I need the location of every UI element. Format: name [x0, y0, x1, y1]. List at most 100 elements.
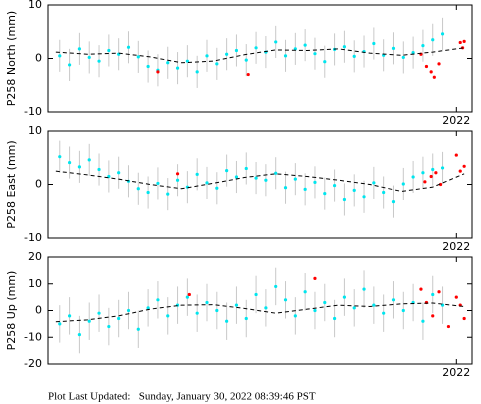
- data-point: [352, 188, 356, 192]
- data-point: [429, 70, 433, 74]
- data-point: [87, 55, 91, 60]
- data-point: [362, 287, 366, 291]
- data-point: [423, 180, 427, 184]
- data-point: [67, 314, 72, 318]
- data-point: [372, 303, 376, 307]
- data-point: [419, 287, 423, 291]
- y-tick-label: -10: [24, 330, 42, 343]
- data-point: [195, 172, 199, 176]
- plot-frame: [47, 4, 473, 113]
- data-point: [458, 169, 462, 173]
- data-point: [126, 45, 131, 49]
- trend-line: [55, 170, 465, 192]
- data-point: [293, 47, 297, 51]
- data-point: [431, 314, 435, 318]
- trend-line: [55, 47, 465, 64]
- y-tick-label: -10: [24, 105, 42, 118]
- data-point: [77, 165, 82, 169]
- data-point: [274, 171, 278, 175]
- data-point: [462, 164, 466, 168]
- data-point: [323, 191, 327, 196]
- x-tick-label: 2022: [442, 366, 470, 379]
- data-point: [187, 292, 191, 297]
- data-point: [421, 171, 425, 175]
- data-point: [225, 319, 229, 323]
- trend-line: [55, 302, 465, 323]
- data-point: [126, 308, 131, 313]
- data-point: [372, 181, 376, 185]
- data-point: [234, 303, 239, 307]
- data-point: [175, 66, 180, 70]
- data-point: [323, 300, 327, 305]
- data-point: [225, 168, 229, 173]
- y-tick-label: 10: [28, 0, 42, 11]
- data-point: [362, 195, 366, 199]
- data-point: [185, 295, 189, 299]
- data-point: [274, 40, 278, 44]
- data-point: [411, 51, 415, 55]
- y-tick-label: 10: [28, 124, 42, 137]
- data-point: [67, 63, 72, 67]
- data-point: [225, 52, 229, 56]
- data-point: [67, 160, 72, 165]
- data-point: [432, 75, 436, 79]
- data-point: [283, 186, 288, 190]
- data-point: [401, 182, 405, 186]
- data-point: [313, 180, 317, 184]
- data-point: [454, 153, 458, 157]
- data-point: [342, 295, 347, 299]
- data-point: [437, 290, 441, 294]
- data-point: [382, 311, 386, 315]
- data-point: [434, 171, 438, 175]
- y-axis-label: P258 North (mm): [5, 11, 18, 106]
- data-point: [77, 47, 82, 51]
- y-tick-label: 0: [35, 52, 42, 65]
- data-point: [58, 322, 62, 326]
- data-point: [87, 158, 91, 162]
- data-point: [264, 178, 268, 182]
- data-point: [117, 316, 121, 321]
- data-point: [175, 178, 180, 182]
- data-point: [424, 64, 429, 69]
- data-point: [401, 55, 405, 60]
- data-point: [146, 306, 150, 310]
- data-point: [97, 311, 101, 315]
- data-point: [401, 308, 405, 313]
- data-point: [283, 54, 288, 58]
- data-point: [372, 41, 376, 46]
- data-point: [342, 45, 347, 49]
- data-point: [244, 316, 248, 321]
- data-point: [440, 166, 445, 170]
- data-point: [58, 155, 62, 159]
- data-point: [254, 176, 258, 180]
- data-point: [77, 332, 82, 337]
- data-point: [454, 295, 458, 299]
- data-point: [313, 52, 317, 56]
- x-tick-label: 2022: [442, 114, 470, 127]
- data-point: [87, 319, 91, 323]
- data-point: [136, 327, 140, 331]
- data-point: [146, 64, 150, 69]
- data-point: [97, 167, 101, 172]
- y-tick-label: 10: [28, 277, 42, 290]
- data-point: [195, 311, 199, 315]
- data-point: [391, 46, 396, 50]
- data-point: [274, 284, 278, 289]
- data-point: [431, 167, 435, 172]
- y-tick-label: 0: [35, 304, 42, 317]
- data-point: [136, 187, 140, 191]
- data-point: [234, 175, 239, 179]
- data-point: [446, 324, 451, 329]
- data-point: [254, 292, 258, 297]
- data-point: [382, 190, 386, 195]
- data-point: [264, 306, 268, 310]
- data-point: [440, 32, 445, 36]
- data-point: [332, 316, 337, 321]
- data-point: [421, 319, 425, 323]
- data-point: [234, 48, 239, 53]
- plot-frame: [47, 130, 473, 239]
- data-point: [391, 200, 396, 204]
- data-point: [323, 60, 327, 64]
- data-point: [195, 70, 199, 74]
